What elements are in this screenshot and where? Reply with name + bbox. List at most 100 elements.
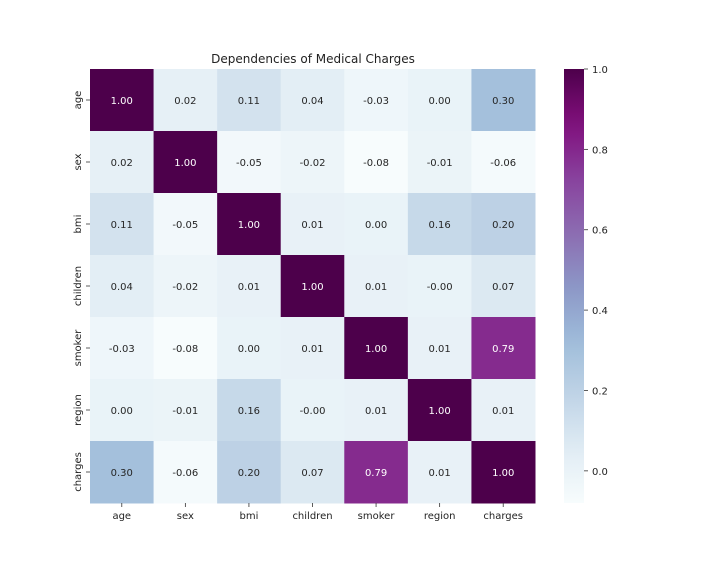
- colorbar-gradient: [564, 69, 584, 503]
- cell-value-label: 0.01: [301, 344, 323, 355]
- cell-value-label: 0.30: [111, 468, 133, 479]
- cell-value-label: 0.01: [429, 344, 451, 355]
- cell-value-label: -0.03: [109, 344, 135, 355]
- heatmap-cell: [344, 379, 409, 442]
- cell-value-label: 0.11: [238, 96, 260, 107]
- heatmap-cell: [280, 193, 345, 256]
- heatmap-cell: [407, 69, 472, 132]
- colorbar: 0.0 0.2 0.4 0.6 0.8 1.0: [564, 65, 608, 503]
- heatmap-cell: [280, 255, 345, 318]
- cell-value-label: 0.07: [492, 282, 514, 293]
- heatmap-cell: [217, 441, 282, 504]
- cell-value-label: 0.00: [365, 220, 387, 231]
- cell-value-label: 0.00: [111, 406, 133, 417]
- heatmap-cell: [217, 255, 282, 318]
- heatmap-cell: [471, 193, 536, 256]
- heatmap-cell: [471, 69, 536, 132]
- cell-value-label: 0.01: [238, 282, 260, 293]
- cell-value-label: 0.20: [492, 220, 514, 231]
- heatmap-cell: [153, 441, 218, 504]
- cell-value-label: -0.02: [300, 158, 326, 169]
- cell-value-label: 0.79: [365, 468, 387, 479]
- heatmap-cell: [407, 193, 472, 256]
- heatmap-cell: [217, 69, 282, 132]
- heatmap-cell: [407, 255, 472, 318]
- heatmap-cell: [280, 317, 345, 380]
- cell-value-label: 0.02: [111, 158, 133, 169]
- cell-value-label: -0.01: [172, 406, 198, 417]
- cell-value-label: -0.00: [427, 282, 453, 293]
- cell-value-label: -0.05: [236, 158, 262, 169]
- cell-value-label: -0.06: [172, 468, 198, 479]
- heatmap-cell: [344, 255, 409, 318]
- cell-value-label: -0.02: [172, 282, 198, 293]
- heatmap-cell: [407, 131, 472, 194]
- heatmap-cell: [280, 379, 345, 442]
- colorbar-tick-label: 0.0: [592, 467, 608, 478]
- heatmap-cell: [153, 69, 218, 132]
- heatmap-cell: [407, 317, 472, 380]
- cell-value-label: -0.00: [300, 406, 326, 417]
- cell-value-label: -0.08: [172, 344, 198, 355]
- cell-value-label: 0.11: [111, 220, 133, 231]
- cell-value-label: 1.00: [111, 96, 133, 107]
- heatmap-cell: [280, 69, 345, 132]
- y-tick-label: sex: [73, 153, 84, 170]
- cell-value-label: 1.00: [429, 406, 451, 417]
- cell-value-label: -0.08: [363, 158, 389, 169]
- y-axis-ticks: age sex bmi children smoker region charges: [73, 91, 90, 492]
- heatmap-cell: [153, 131, 218, 194]
- y-tick-label: region: [73, 394, 84, 426]
- heatmap-cell: [280, 131, 345, 194]
- cell-value-label: 0.00: [429, 96, 451, 107]
- heatmap-cell: [153, 255, 218, 318]
- cell-value-label: 1.00: [238, 220, 260, 231]
- colorbar-tick-label: 1.0: [592, 65, 608, 76]
- heatmap-cells: 1.00 0.02 0.11 0.04 -0.03 0.00 0.30 0.02 1.00 -0.…: [90, 69, 536, 504]
- x-axis-ticks: age sex bmi children smoker region charges: [112, 503, 523, 522]
- cell-value-label: 0.02: [174, 96, 196, 107]
- cell-value-label: 0.30: [492, 96, 514, 107]
- cell-value-label: 0.01: [429, 468, 451, 479]
- heatmap-cell: [90, 131, 155, 194]
- cell-value-label: -0.05: [172, 220, 198, 231]
- heatmap-cell: [471, 255, 536, 318]
- cell-value-label: -0.03: [363, 96, 389, 107]
- cell-value-label: -0.01: [427, 158, 453, 169]
- heatmap-cell: [90, 69, 155, 132]
- x-tick-label: bmi: [239, 511, 258, 522]
- cell-value-label: 0.04: [111, 282, 133, 293]
- cell-value-label: -0.06: [490, 158, 516, 169]
- y-tick-label: age: [73, 91, 84, 110]
- chart-title: Dependencies of Medical Charges: [211, 52, 415, 66]
- y-tick-label: charges: [73, 452, 84, 492]
- heatmap-cell: [407, 441, 472, 504]
- heatmap-cell: [344, 193, 409, 256]
- heatmap-cell: [471, 379, 536, 442]
- x-tick-label: age: [112, 511, 131, 522]
- x-tick-label: smoker: [358, 511, 396, 522]
- heatmap-cell: [344, 69, 409, 132]
- heatmap-cell: [280, 441, 345, 504]
- heatmap-cell: [90, 441, 155, 504]
- heatmap-cell: [344, 317, 409, 380]
- colorbar-tick-label: 0.4: [592, 306, 608, 317]
- cell-value-label: 0.20: [238, 468, 260, 479]
- cell-value-label: 1.00: [365, 344, 387, 355]
- heatmap-cell: [217, 317, 282, 380]
- cell-value-label: 1.00: [174, 158, 196, 169]
- cell-value-label: 0.79: [492, 344, 514, 355]
- heatmap-cell: [153, 379, 218, 442]
- x-tick-label: children: [292, 511, 332, 522]
- heatmap-cell: [471, 317, 536, 380]
- colorbar-tick-label: 0.2: [592, 386, 608, 397]
- heatmap-cell: [344, 131, 409, 194]
- heatmap-cell: [344, 441, 409, 504]
- heatmap-cell: [153, 193, 218, 256]
- cell-value-label: 0.07: [301, 468, 323, 479]
- heatmap-cell: [90, 255, 155, 318]
- heatmap-cell: [471, 441, 536, 504]
- heatmap-cell: [217, 131, 282, 194]
- y-tick-label: smoker: [73, 329, 84, 367]
